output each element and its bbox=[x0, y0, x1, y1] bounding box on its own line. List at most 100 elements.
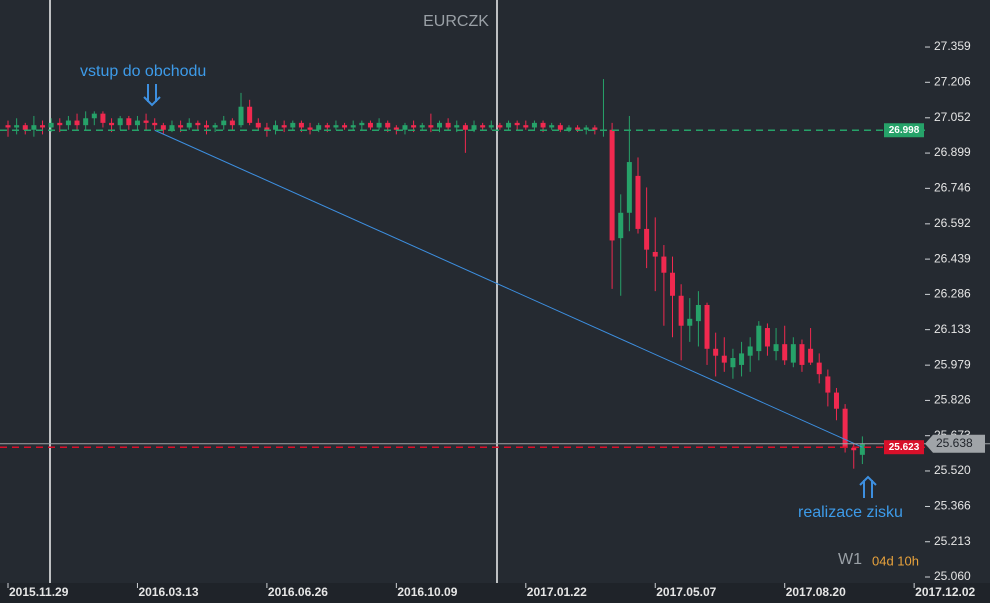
candle-body bbox=[859, 443, 865, 455]
candle-body bbox=[255, 122, 261, 128]
candle-body bbox=[488, 125, 494, 128]
candle-body bbox=[549, 125, 555, 128]
candle-body bbox=[799, 344, 805, 365]
candle-body bbox=[195, 122, 201, 126]
y-tick-label: 25.213 bbox=[934, 534, 971, 548]
x-tick-label: 2017.05.07 bbox=[656, 585, 716, 599]
candle-body bbox=[497, 125, 503, 128]
annotation: realizace zisku bbox=[798, 504, 903, 521]
y-tick-label: 27.359 bbox=[934, 39, 971, 53]
candle-body bbox=[298, 122, 304, 128]
candle-body bbox=[773, 344, 779, 352]
candle-body bbox=[134, 120, 140, 126]
x-axis-band bbox=[0, 583, 990, 603]
candle-body bbox=[747, 346, 753, 356]
candle-body bbox=[411, 125, 417, 128]
candle-body bbox=[169, 125, 175, 130]
candle-body bbox=[264, 127, 270, 130]
candle-body bbox=[359, 122, 365, 126]
candle-body bbox=[48, 122, 54, 128]
y-tick-label: 26.592 bbox=[934, 216, 971, 230]
candle-body bbox=[367, 122, 373, 128]
candle-body bbox=[462, 125, 468, 130]
candle-body bbox=[31, 125, 37, 130]
entry-arrow bbox=[143, 84, 161, 107]
candle-body bbox=[480, 125, 486, 128]
candle-body bbox=[825, 376, 831, 393]
candle-body bbox=[229, 120, 235, 126]
candle-body bbox=[160, 125, 166, 130]
countdown: 04d 10h bbox=[872, 553, 919, 568]
candle-body bbox=[273, 125, 279, 130]
y-tick-label: 25.826 bbox=[934, 393, 971, 407]
y-tick-label: 25.060 bbox=[934, 569, 971, 583]
x-tick-label: 2015.11.29 bbox=[9, 585, 69, 599]
y-tick-label: 26.899 bbox=[934, 145, 971, 159]
candle-body bbox=[756, 325, 762, 352]
y-tick-label: 27.206 bbox=[934, 74, 971, 88]
y-tick-label: 26.286 bbox=[934, 287, 971, 301]
price-tag bbox=[925, 434, 985, 453]
price-tag bbox=[884, 123, 924, 138]
timeframe: W1 bbox=[838, 551, 862, 568]
candle-body bbox=[739, 353, 745, 365]
x-tick-label: 2017.12.02 bbox=[915, 585, 975, 599]
candle-body bbox=[566, 127, 572, 130]
candle-body bbox=[22, 125, 28, 130]
candle-body bbox=[626, 162, 632, 213]
candle-body bbox=[238, 106, 244, 126]
candle-body bbox=[91, 113, 97, 119]
x-tick-label: 2017.08.20 bbox=[786, 585, 846, 599]
candle-body bbox=[454, 125, 460, 128]
candle-body bbox=[203, 125, 209, 128]
candle-body bbox=[816, 362, 822, 375]
candle-body bbox=[609, 129, 615, 241]
candle-body bbox=[782, 344, 788, 361]
candle-body bbox=[445, 122, 451, 128]
candle-body bbox=[333, 125, 339, 128]
x-tick-label: 2016.10.09 bbox=[397, 585, 457, 599]
candle-body bbox=[74, 120, 80, 126]
y-tick-label: 26.133 bbox=[934, 322, 971, 336]
x-tick-label: 2016.03.13 bbox=[138, 585, 198, 599]
candle-body bbox=[307, 127, 313, 130]
candle-body bbox=[126, 118, 132, 126]
candle-body bbox=[652, 251, 658, 257]
annotation: vstup do obchodu bbox=[80, 63, 206, 80]
candle-body bbox=[419, 125, 425, 128]
candle-body bbox=[471, 125, 477, 130]
candle-body bbox=[186, 122, 192, 128]
candle-body bbox=[618, 212, 624, 239]
candle-body bbox=[281, 125, 287, 128]
candle-body bbox=[721, 355, 727, 363]
price-tag bbox=[884, 440, 924, 455]
candle-body bbox=[842, 408, 848, 448]
candle-body bbox=[531, 122, 537, 128]
candle-body bbox=[5, 125, 11, 128]
candle-body bbox=[65, 120, 71, 126]
candle-body bbox=[428, 125, 434, 128]
candle-body bbox=[644, 228, 650, 250]
candle-body bbox=[247, 106, 253, 123]
candle-body bbox=[350, 125, 356, 128]
candle-body bbox=[385, 122, 391, 128]
candle-body bbox=[704, 304, 710, 349]
candle-body bbox=[678, 295, 684, 326]
candle-body bbox=[670, 272, 676, 296]
x-tick-label: 2017.01.22 bbox=[527, 585, 587, 599]
candle-body bbox=[523, 125, 529, 128]
candle-body bbox=[583, 127, 589, 130]
candle-body bbox=[514, 122, 520, 126]
candle-body bbox=[687, 318, 693, 326]
candle-body bbox=[437, 122, 442, 128]
candle-body bbox=[393, 127, 399, 130]
y-tick-label: 25.979 bbox=[934, 357, 971, 371]
candle-body bbox=[316, 125, 322, 130]
candle-body bbox=[117, 118, 123, 126]
candle-body bbox=[402, 125, 408, 130]
candle-body bbox=[100, 113, 106, 123]
candle-body bbox=[83, 118, 89, 126]
